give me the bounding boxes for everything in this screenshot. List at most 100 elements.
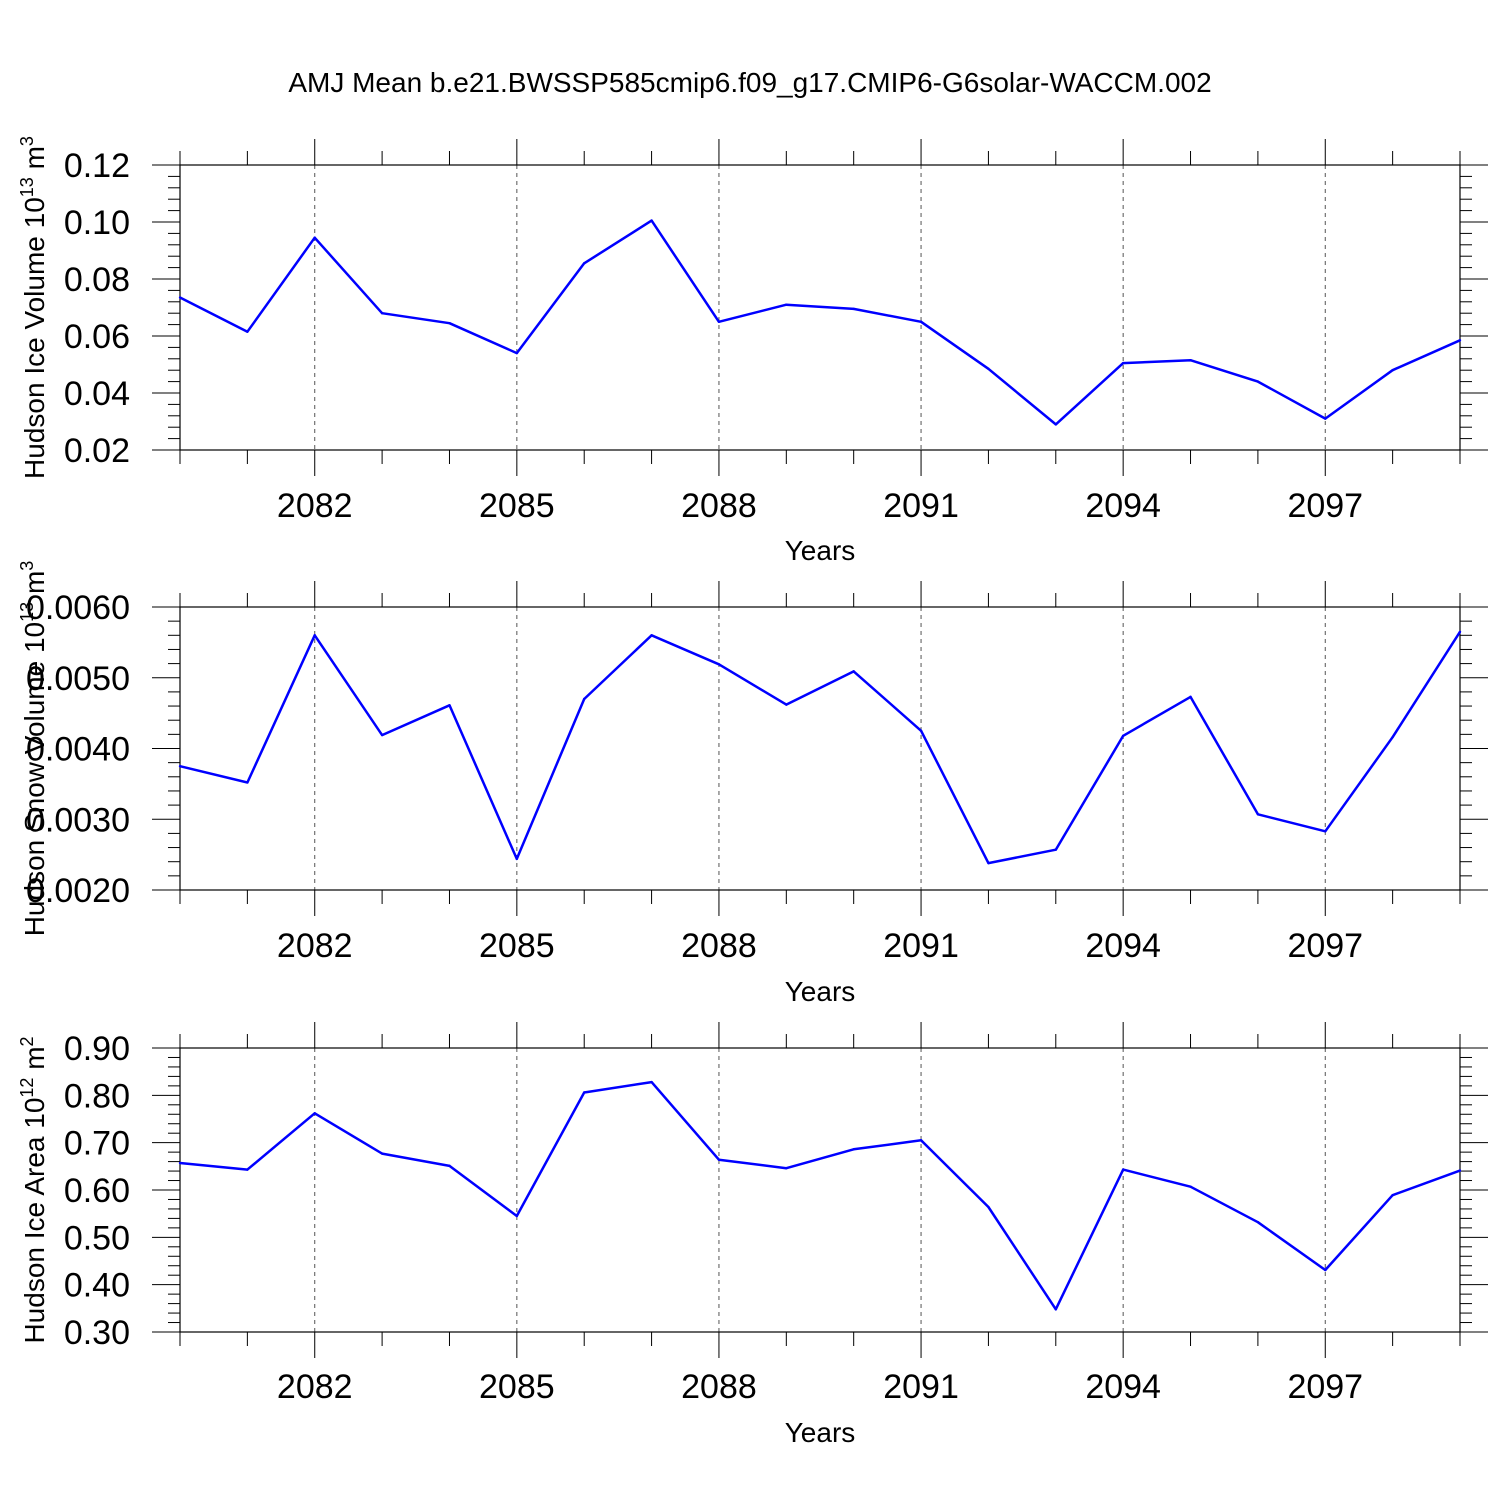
data-point xyxy=(583,697,586,701)
data-point xyxy=(1391,1194,1394,1197)
data-point xyxy=(380,312,384,315)
data-point xyxy=(650,219,653,222)
x-tick-label: 2082 xyxy=(277,487,353,525)
data-point xyxy=(1054,1308,1057,1311)
data-point xyxy=(1054,423,1057,426)
x-tick-label: 2094 xyxy=(1085,927,1161,965)
y-tick-label: 0.0020 xyxy=(26,872,130,910)
data-point xyxy=(1121,361,1125,365)
data-point xyxy=(987,861,990,865)
data-point xyxy=(717,1158,721,1161)
data-point xyxy=(583,262,586,265)
data-point xyxy=(919,1139,923,1142)
y-axis-label-ylabel-unit: m xyxy=(19,571,50,602)
series-line xyxy=(179,631,1462,865)
series-line xyxy=(179,219,1461,426)
x-tick-label: 2091 xyxy=(883,487,959,525)
data-point xyxy=(1458,1169,1462,1172)
y-tick-label: 0.08 xyxy=(64,261,130,299)
data-point xyxy=(246,1168,249,1171)
y-axis-label-ylabel-exp: 13 xyxy=(17,177,37,197)
data-point xyxy=(717,663,721,666)
data-point xyxy=(1391,369,1394,372)
data-point xyxy=(1391,735,1394,739)
y-tick-label: 0.12 xyxy=(64,147,130,185)
y-axis-label-ylabel-exp: 13 xyxy=(17,602,37,622)
data-point xyxy=(1189,1185,1192,1188)
data-point xyxy=(380,733,384,737)
data-point xyxy=(380,1152,384,1155)
y-axis-label: Hudson Ice Volume 1013 m3 xyxy=(17,136,50,479)
data-point xyxy=(785,1167,788,1170)
y-axis-label-ylabel-unit-exp: 2 xyxy=(17,1036,37,1046)
y-tick-label: 0.06 xyxy=(64,318,130,356)
data-point xyxy=(717,320,721,323)
chart-panel-3: 0.30 0.40 0.50 0.60 0.70 0.80 0.90 2082 2085 2088… xyxy=(17,1022,1488,1448)
y-axis-label: Hudson Snow Volume 1013 m3 xyxy=(17,561,50,937)
x-axis-label: Years xyxy=(785,1417,856,1448)
y-axis-label-ylabel-unit-exp: 3 xyxy=(17,561,37,571)
data-point xyxy=(852,1148,855,1151)
y-axis-label-ylabel: Hudson Ice Area 10 xyxy=(19,1098,50,1344)
plot-frame xyxy=(179,164,1461,451)
data-point xyxy=(313,236,316,239)
y-tick-label: 0.02 xyxy=(64,432,130,470)
x-tick-label: 2088 xyxy=(681,487,757,525)
y-tick-label: 0.60 xyxy=(64,1172,130,1210)
data-point xyxy=(1189,695,1192,699)
data-point xyxy=(1121,1168,1125,1171)
y-tick-label: 0.80 xyxy=(64,1077,130,1115)
y-axis-label-ylabel: Hudson Ice Volume 10 xyxy=(19,197,50,479)
x-tick-label: 2097 xyxy=(1287,927,1363,965)
x-tick-label: 2094 xyxy=(1085,487,1161,525)
data-point xyxy=(313,634,316,637)
y-axis-label-ylabel-exp: 12 xyxy=(17,1078,37,1098)
x-tick-label: 2085 xyxy=(479,927,555,965)
chart-title: AMJ Mean b.e21.BWSSP585cmip6.f09_g17.CMI… xyxy=(288,67,1211,98)
y-axis-label-ylabel-unit: m xyxy=(19,1046,50,1077)
data-point xyxy=(313,1112,316,1115)
y-tick-label: 0.30 xyxy=(64,1314,130,1352)
data-point xyxy=(448,1164,451,1168)
x-tick-label: 2085 xyxy=(479,1368,555,1406)
data-point xyxy=(246,330,249,333)
data-point xyxy=(987,1205,990,1209)
data-point xyxy=(1189,359,1192,362)
data-point xyxy=(650,1080,653,1084)
chart-panel-2: 0.0020 0.0030 0.0040 0.0050 0.0060 2082 2085 20… xyxy=(17,561,1488,1007)
y-axis-label-ylabel: Hudson Snow Volume 10 xyxy=(19,622,50,936)
x-tick-label: 2088 xyxy=(681,927,757,965)
data-point xyxy=(515,857,519,861)
x-tick-label: 2091 xyxy=(883,1368,959,1406)
y-tick-label: 0.70 xyxy=(64,1125,130,1163)
data-point xyxy=(987,367,990,370)
data-point xyxy=(583,1091,586,1094)
x-tick-label: 2097 xyxy=(1287,487,1363,525)
x-tick-label: 2088 xyxy=(681,1368,757,1406)
y-tick-label: 0.0050 xyxy=(26,660,130,698)
x-axis-label: Years xyxy=(785,976,856,1007)
x-tick-label: 2094 xyxy=(1085,1368,1161,1406)
data-point xyxy=(178,1161,182,1165)
data-point xyxy=(178,764,182,768)
data-point xyxy=(785,303,788,306)
chart-panel-1: 0.02 0.04 0.06 0.08 0.10 0.12 2082 2085 2088 2091… xyxy=(17,136,1488,566)
x-axis-label: Years xyxy=(785,535,856,566)
x-tick-label: 2097 xyxy=(1287,1368,1363,1406)
data-point xyxy=(515,1214,519,1218)
data-point xyxy=(1324,417,1327,420)
data-point xyxy=(1324,830,1327,833)
data-point xyxy=(1256,813,1260,816)
y-tick-label: 0.04 xyxy=(64,375,130,413)
y-tick-label: 0.40 xyxy=(64,1267,130,1305)
y-tick-label: 0.50 xyxy=(64,1219,130,1257)
data-point xyxy=(448,321,451,325)
data-point xyxy=(650,634,653,637)
data-point xyxy=(178,296,182,299)
data-point xyxy=(1054,848,1057,851)
y-tick-label: 0.0030 xyxy=(26,801,130,839)
data-point xyxy=(1121,734,1125,737)
